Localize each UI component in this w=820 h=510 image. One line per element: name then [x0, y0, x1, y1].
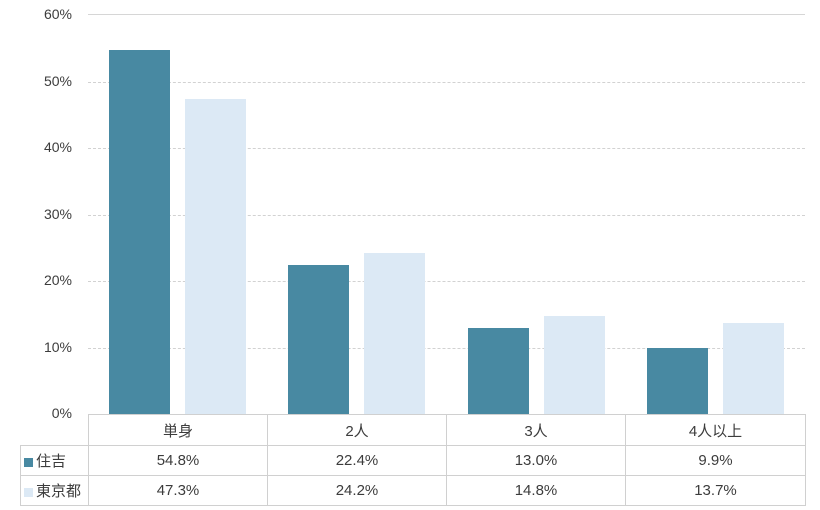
- legend-swatch-icon: [24, 458, 33, 467]
- value-cell-住吉-2人: 22.4%: [267, 445, 447, 476]
- value-cell-東京都-2人: 24.2%: [267, 475, 447, 506]
- plot-area: [88, 14, 805, 414]
- y-axis-tick-label-0%: 0%: [51, 405, 72, 421]
- series-name: 東京都: [36, 483, 82, 500]
- gridline-10: [88, 347, 805, 349]
- series-name: 住吉: [36, 453, 67, 470]
- category-header-2人: 2人: [267, 414, 447, 446]
- bar-東京都-2人: [364, 253, 426, 414]
- category-header-3人: 3人: [446, 414, 626, 446]
- category-header-4人以上: 4人以上: [625, 414, 806, 446]
- bar-住吉-3人: [467, 327, 529, 414]
- value-cell-東京都-4人以上: 13.7%: [625, 475, 806, 506]
- y-axis-tick-label-10%: 10%: [43, 338, 72, 355]
- legend-cell-住吉: 住吉: [20, 445, 89, 476]
- y-axis-tick-label-20%: 20%: [43, 272, 72, 288]
- table-row-東京都: 東京都 47.3% 24.2% 14.8% 13.7%: [20, 475, 806, 506]
- gridline-30: [88, 214, 805, 216]
- gridline-20: [88, 281, 805, 282]
- legend-swatch-icon: [24, 488, 33, 497]
- bar-住吉-単身: [109, 49, 171, 414]
- y-axis-tick-label-40%: 40%: [43, 139, 72, 155]
- value-cell-東京都-単身: 47.3%: [88, 475, 268, 506]
- y-axis-tick-label-60%: 60%: [43, 6, 72, 22]
- gridline-40: [88, 148, 805, 149]
- value-cell-住吉-3人: 13.0%: [446, 445, 626, 476]
- value-cell-東京都-3人: 14.8%: [446, 475, 626, 506]
- table-corner-empty: [21, 415, 89, 446]
- table-header-row: 単身 2人 3人 4人以上: [21, 414, 806, 446]
- data-table: 単身 2人 3人 4人以上 住吉 54.8% 22.4% 13.0% 9.9% 東京都 47.3% 2…: [20, 414, 806, 506]
- bar-東京都-単身: [185, 99, 247, 414]
- bar-住吉-2人: [288, 265, 350, 414]
- table-row-住吉: 住吉 54.8% 22.4% 13.0% 9.9%: [20, 445, 806, 476]
- y-axis-tick-label-30%: 30%: [43, 205, 72, 222]
- y-axis-tick-label-50%: 50%: [43, 72, 72, 89]
- value-cell-住吉-単身: 54.8%: [88, 445, 268, 476]
- category-header-単身: 単身: [88, 414, 268, 446]
- bar-東京都-3人: [543, 315, 605, 414]
- bar-住吉-4人以上: [646, 348, 708, 414]
- gridline-50: [88, 81, 805, 83]
- value-cell-住吉-4人以上: 9.9%: [625, 445, 806, 476]
- bar-東京都-4人以上: [722, 322, 784, 414]
- legend-cell-東京都: 東京都: [20, 475, 89, 506]
